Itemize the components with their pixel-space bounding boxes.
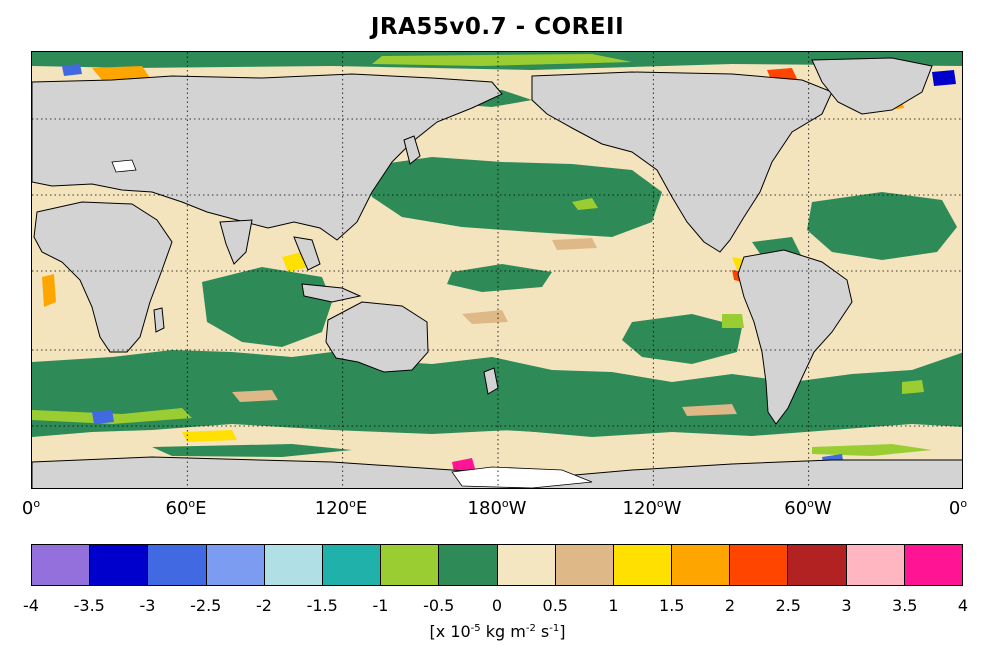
colorbar-tick-label: -2.5 [190,596,222,615]
map-panel [31,51,963,489]
colorbar-swatch [555,545,614,585]
colorbar-swatch [322,545,382,585]
colorbar-swatch [904,545,962,585]
colorbar-swatch [264,545,323,585]
lon-label-0: 0o [21,497,41,519]
lon-label-60e: 60oE [165,497,207,519]
colorbar-swatch [788,545,847,585]
inland-lake [111,159,137,173]
chart-title: JRA55v0.7 - COREII [370,14,625,40]
colorbar-swatch [90,545,149,585]
colorbar-tick-label: 2.5 [775,596,801,615]
colorbar-swatch [730,545,789,585]
colorbar-swatch [497,545,556,585]
colorbar-tick-label: 3 [841,596,852,615]
world-map [32,52,962,488]
colorbar-tick-label: -3 [139,596,156,615]
lon-label-120e: 120oE [314,497,368,519]
colorbar-tick-label: 1 [608,596,619,615]
colorbar-units: [x 10-5 kg m-2 s-1] [429,622,566,641]
colorbar-swatch [206,545,265,585]
colorbar-swatch [439,545,498,585]
lon-label-0-end: 0o [948,497,968,519]
colorbar-tick-label: 3.5 [892,596,918,615]
lon-label-60w: 60oW [784,497,832,519]
colorbar-tick-label: 1.5 [659,596,685,615]
tan-anomaly-zones [232,238,737,416]
colorbar-swatch [613,545,673,585]
colorbar-tick-label: -2 [256,596,272,615]
land-masses [32,57,962,488]
ice-shelf [451,466,593,488]
colorbar-swatch [381,545,440,585]
colorbar-swatch [148,545,207,585]
colorbar-swatch [846,545,905,585]
colorbar-tick-label: -1.5 [306,596,338,615]
colorbar-tick-label: -3.5 [73,596,105,615]
colorbar-tick-label: 0.5 [542,596,568,615]
colorbar-swatch [672,545,731,585]
colorbar-tick-label: -0.5 [423,596,455,615]
colorbar-tick-label: 0 [491,596,503,615]
light-green-bands [32,54,932,456]
lon-label-120w: 120oW [622,497,682,519]
colorbar-tick-label: -1 [372,596,389,615]
colorbar-tick-label: -4 [23,596,39,615]
colorbar-tick-label: 4 [957,596,969,615]
colorbar-swatch [32,545,91,585]
colorbar-tick-label: 2 [724,596,736,615]
map-gridlines [32,52,962,488]
lon-label-180w: 180oW [467,497,527,519]
colorbar [31,544,963,586]
